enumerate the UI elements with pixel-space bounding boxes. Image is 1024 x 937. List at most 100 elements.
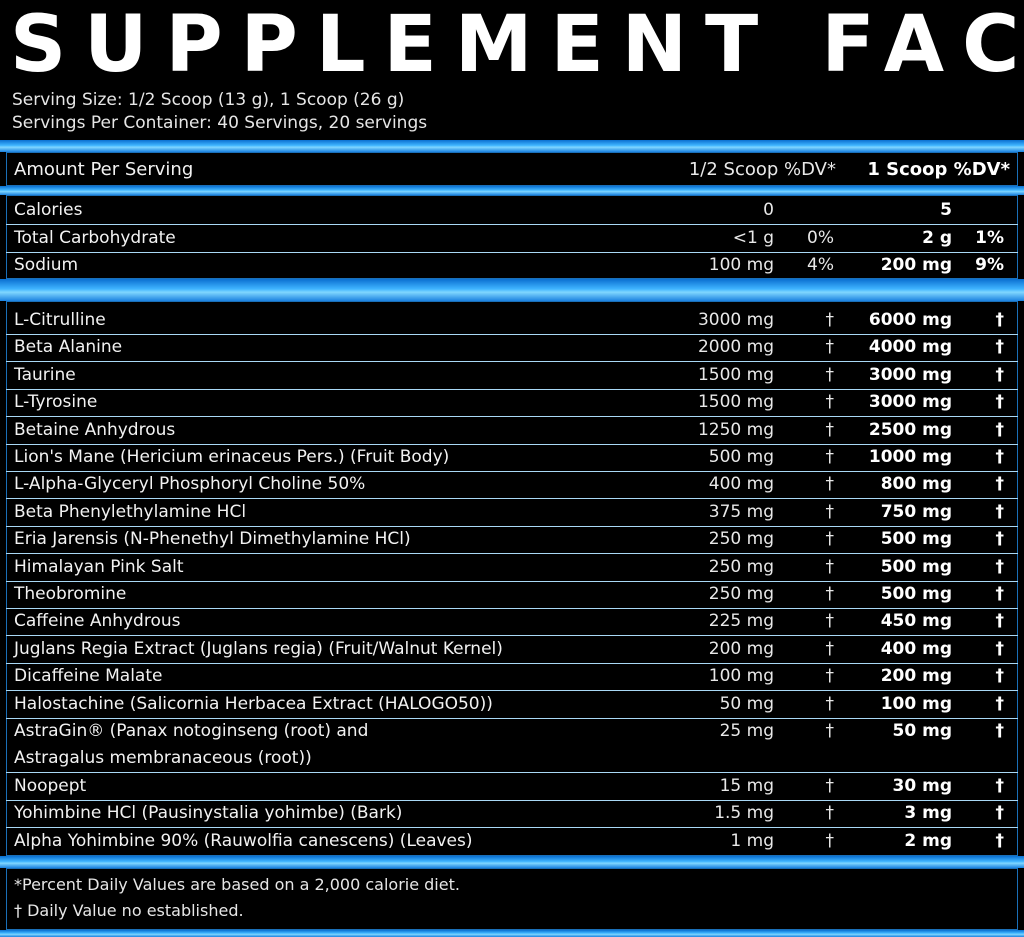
full-scoop-amount: 3 mg [904,803,952,824]
ingredient-name: Dicaffeine Malate [14,666,163,687]
half-scoop-amount: 400 mg [708,474,774,495]
nutrients-box [6,195,1018,279]
ingredient-name: Theobromine [14,584,127,604]
full-scoop-dv: † [995,501,1005,522]
half-scoop-dv: † [825,337,835,358]
full-scoop-dv: † [995,666,1005,687]
full-scoop-dv: † [995,721,1005,741]
half-scoop-dv: † [825,775,835,796]
half-scoop-dv: † [825,419,835,440]
full-scoop-dv: † [995,830,1005,851]
full-scoop-dv: † [995,337,1005,358]
half-scoop-dv: † [825,666,835,687]
half-scoop-dv: † [825,310,835,330]
ingredient-name: Juglans Regia Extract (Juglans regia) (F… [14,638,503,659]
full-scoop-amount: 750 mg [880,501,952,522]
half-scoop-dv: † [825,611,835,632]
ingredient-row: Betaine Anhydrous 1250 mg † 2500 mg † [6,417,1018,445]
full-scoop-amount: 2 g [922,227,952,248]
ingredient-name: Calories [14,200,83,220]
half-scoop-amount: 250 mg [708,584,774,604]
ingredient-row: Eria Jarensis (N-Phenethyl Dimethylamine… [6,526,1018,555]
half-scoop-amount: 1250 mg [697,419,774,440]
header-blue-band [0,186,1024,195]
half-scoop-amount: 250 mg [708,556,774,577]
full-scoop-dv: † [995,611,1005,632]
full-scoop-dv: † [995,584,1005,604]
full-scoop-header: 1 Scoop %DV* [867,159,1010,180]
ingredient-row: Halostachine (Salicornia Herbacea Extrac… [6,691,1018,719]
full-scoop-dv: † [995,529,1005,550]
ingredient-name: L-Alpha-Glyceryl Phosphoryl Choline 50% [14,474,366,495]
full-scoop-amount: 6000 mg [868,310,952,330]
half-scoop-dv: † [825,584,835,604]
ingredient-name-line2: Astragalus membranaceous (root)) [14,748,312,768]
full-scoop-amount: 50 mg [892,721,952,741]
full-scoop-dv: 9% [975,255,1004,275]
full-scoop-amount: 500 mg [880,529,952,550]
half-scoop-dv: † [825,830,835,851]
ingredient-name: Alpha Yohimbine 90% (Rauwolfia canescens… [14,830,473,851]
header-box [6,152,1018,186]
full-scoop-amount: 100 mg [880,693,952,714]
full-scoop-amount: 2 mg [904,830,952,851]
half-scoop-amount: 100 mg [708,666,774,687]
half-scoop-dv: 4% [807,255,834,275]
footer-blue-band [0,930,1024,937]
servings-per-container: Servings Per Container: 40 Servings, 20 … [12,113,428,133]
half-scoop-dv: † [825,556,835,577]
ingredient-row: Beta Phenylethylamine HCl 375 mg † 750 mg † [6,499,1018,527]
half-scoop-amount: 25 mg [719,721,774,741]
full-scoop-amount: 5 [940,200,952,220]
half-scoop-dv: † [825,501,835,522]
full-scoop-amount: 500 mg [880,556,952,577]
half-scoop-amount: 3000 mg [697,310,774,330]
nutrient-row: Sodium 100 mg 4% 200 mg 9% [6,252,1018,279]
half-scoop-header: 1/2 Scoop %DV* [688,159,836,180]
half-scoop-amount: 200 mg [708,638,774,659]
half-scoop-amount: 100 mg [708,255,774,275]
half-scoop-dv: 0% [807,227,834,248]
half-scoop-dv: † [825,803,835,824]
full-scoop-amount: 3000 mg [868,392,952,413]
ingredient-row: Theobromine 250 mg † 500 mg † [6,581,1018,609]
half-scoop-dv: † [825,529,835,550]
half-scoop-amount: 50 mg [719,693,774,714]
ingredient-name: L-Citrulline [14,310,106,330]
full-scoop-amount: 200 mg [880,666,952,687]
page-title: SUPPLEMENT FACTS [10,2,1024,88]
full-scoop-dv: 1% [975,227,1004,248]
ingredient-row: L-Citrulline 3000 mg † 6000 mg † [6,307,1018,335]
full-scoop-dv: † [995,447,1005,467]
ingredient-row: Beta Alanine 2000 mg † 4000 mg † [6,334,1018,363]
bottom-blue-band [0,856,1024,868]
full-scoop-dv: † [995,775,1005,796]
half-scoop-amount: 1500 mg [697,364,774,385]
ingredient-row: Caffeine Anhydrous 225 mg † 450 mg † [6,608,1018,637]
ingredient-row: Taurine 1500 mg † 3000 mg † [6,362,1018,390]
full-scoop-amount: 2500 mg [868,419,952,440]
full-scoop-dv: † [995,392,1005,413]
half-scoop-amount: 0 [763,200,774,220]
ingredient-name: Eria Jarensis (N-Phenethyl Dimethylamine… [14,529,411,550]
ingredient-name: Yohimbine HCl (Pausinystalia yohimbe) (B… [14,803,403,824]
full-scoop-amount: 1000 mg [868,447,952,467]
half-scoop-amount: 15 mg [719,775,774,796]
full-scoop-amount: 800 mg [880,474,952,495]
ingredient-row: Himalayan Pink Salt 250 mg † 500 mg † [6,554,1018,582]
amount-per-serving-label: Amount Per Serving [14,159,194,180]
nutrient-row: Total Carbohydrate <1 g 0% 2 g 1% [6,225,1018,253]
ingredient-row: AstraGin® (Panax notoginseng (root) and 2… [6,718,1018,773]
half-scoop-amount: 1.5 mg [714,803,774,824]
dagger-footnote: † Daily Value no established. [14,901,244,920]
ingredient-name: Beta Phenylethylamine HCl [14,501,247,522]
ingredient-row: Lion's Mane (Hericium erinaceus Pers.) (… [6,444,1018,472]
ingredient-row: Noopept 15 mg † 30 mg † [6,773,1018,801]
half-scoop-amount: 2000 mg [697,337,774,358]
half-scoop-amount: 1 mg [730,830,774,851]
full-scoop-amount: 4000 mg [868,337,952,358]
ingredient-row: Dicaffeine Malate 100 mg † 200 mg † [6,663,1018,692]
ingredient-name: Caffeine Anhydrous [14,611,181,632]
half-scoop-amount: <1 g [732,227,774,248]
half-scoop-dv: † [825,638,835,659]
